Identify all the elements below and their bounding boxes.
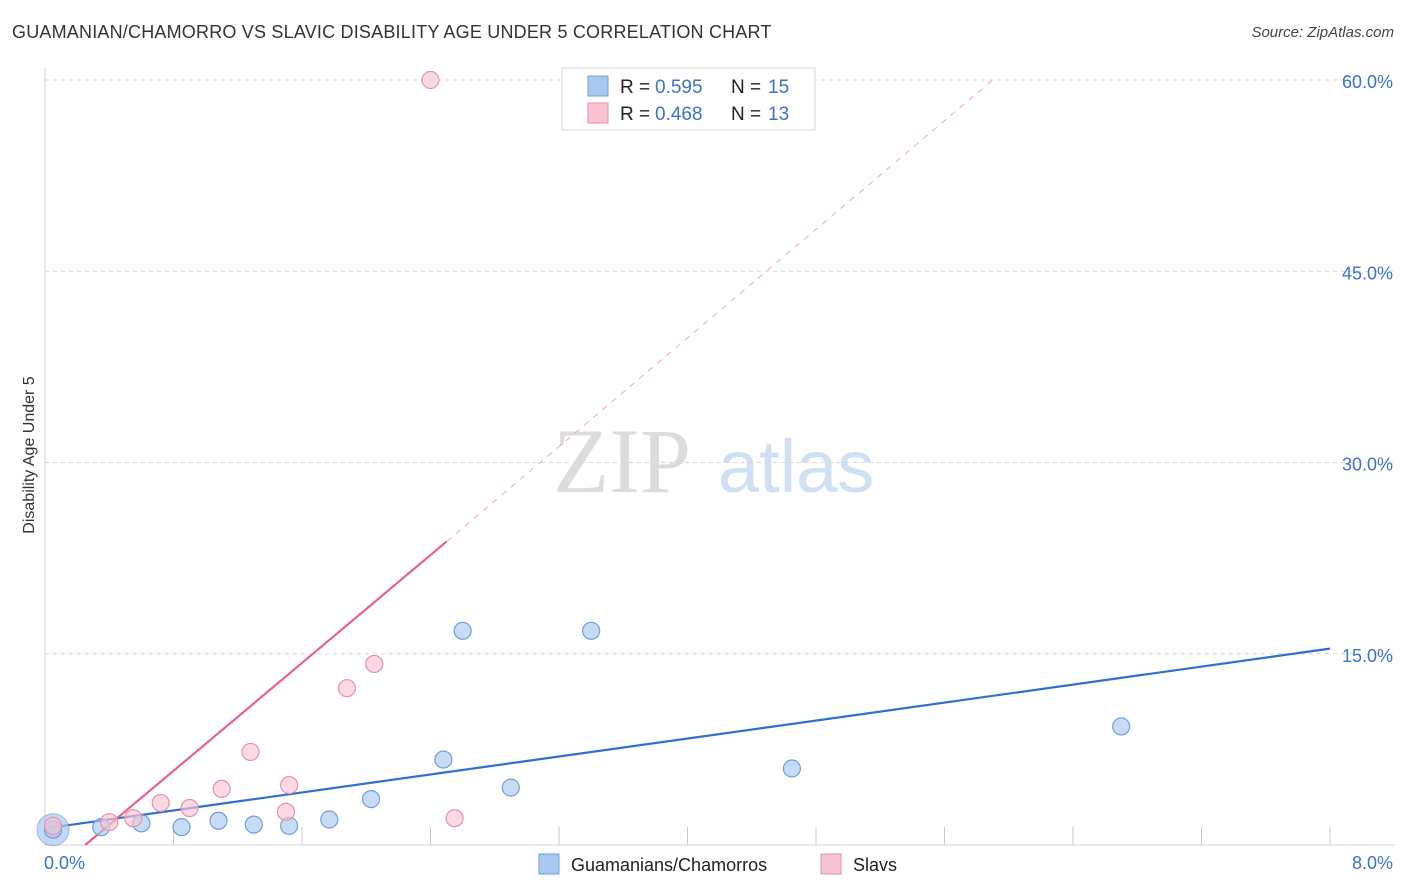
data-point-guamanian — [1112, 717, 1131, 736]
legend-r-label: R = — [620, 104, 650, 125]
trend-line-guamanian — [44, 647, 1331, 830]
data-point-slavs — [337, 679, 357, 698]
legend-swatch-slavs — [820, 853, 842, 875]
series-legend: Guamanians/Chamorros Slavs — [538, 853, 897, 875]
legend-label-slavs: Slavs — [853, 855, 897, 875]
data-point-guamanian — [434, 750, 453, 769]
data-point-guamanian — [501, 778, 520, 797]
legend-r-value: 0.595 — [655, 77, 703, 98]
trend-line-slavs — [84, 540, 448, 846]
y-tick-labels: 15.0% 30.0% 45.0% 60.0% — [1342, 72, 1393, 666]
source-label: Source: ZipAtlas.com — [1251, 24, 1394, 41]
legend-swatch-slavs — [587, 102, 609, 124]
legend-r-label: R = — [620, 77, 650, 98]
data-point-guamanian — [244, 815, 263, 834]
data-point-slavs — [151, 793, 170, 813]
data-point-guamanian — [361, 789, 381, 809]
legend-n-label: N = — [731, 77, 761, 98]
data-point-guamanian — [209, 811, 228, 830]
watermark: ZIP atlas — [553, 410, 874, 512]
x-tick-label: 0.0% — [44, 853, 85, 873]
legend-n-label: N = — [731, 104, 761, 125]
x-tick-label: 8.0% — [1352, 853, 1393, 873]
data-point-slavs — [241, 742, 260, 762]
data-point-guamanian — [453, 621, 472, 640]
data-points — [36, 70, 1131, 847]
y-tick-label: 15.0% — [1342, 646, 1393, 666]
data-point-guamanian — [320, 810, 339, 829]
data-point-slavs — [100, 812, 119, 832]
data-point-guamanian — [172, 818, 191, 837]
axes — [44, 68, 1395, 846]
data-point-slavs — [280, 775, 299, 795]
x-tick-labels: 0.0% 8.0% — [44, 853, 1393, 873]
gridlines — [45, 79, 1395, 655]
data-point-slavs — [445, 809, 464, 828]
legend-label-guamanians-chamorros: Guamanians/Chamorros — [571, 855, 767, 875]
chart-title: GUAMANIAN/CHAMORRO VS SLAVIC DISABILITY … — [12, 22, 772, 42]
data-point-slavs — [43, 816, 63, 835]
data-point-slavs — [212, 779, 231, 799]
data-point-guamanian — [582, 621, 601, 640]
y-tick-label: 45.0% — [1342, 263, 1393, 283]
trend-lines — [44, 79, 1331, 846]
data-point-slavs — [180, 798, 199, 818]
legend-swatch-guamanian — [587, 75, 609, 97]
watermark-zip: ZIP — [553, 410, 691, 512]
data-point-slavs — [124, 809, 143, 828]
y-axis-label: Disability Age Under 5 — [21, 376, 38, 534]
legend-swatch-guamanians-chamorros — [538, 853, 560, 875]
correlation-legend: R = 0.595 N = 15 R = 0.468 N = 13 — [561, 67, 816, 131]
watermark-atlas: atlas — [718, 425, 874, 508]
legend-n-value: 13 — [768, 104, 789, 125]
legend-r-value: 0.468 — [655, 104, 703, 125]
data-point-slavs — [365, 654, 384, 674]
data-point-slavs — [421, 70, 440, 90]
data-point-guamanian — [782, 759, 802, 778]
data-point-slavs — [276, 802, 296, 821]
y-tick-label: 30.0% — [1342, 455, 1393, 475]
legend-n-value: 15 — [768, 77, 789, 98]
y-tick-label: 60.0% — [1342, 72, 1393, 92]
